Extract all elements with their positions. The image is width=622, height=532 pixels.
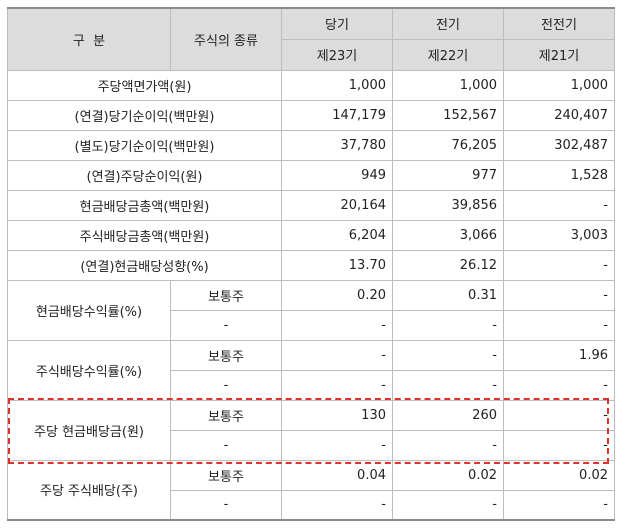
table-row: 주당액면가액(원) 1,000 1,000 1,000	[7, 69, 615, 101]
row-label: 주식배당금총액(백만원)	[7, 219, 282, 251]
table-row: 주식배당금총액(백만원) 6,204 3,066 3,003	[7, 219, 615, 251]
row-label: 주당액면가액(원)	[7, 69, 282, 101]
cell-value: 0.04	[281, 459, 393, 491]
table-row: 주당 주식배당(주) 보통주 0.04 0.02 0.02	[7, 459, 615, 521]
header-period-prior: 전기	[392, 7, 504, 40]
cell-value: -	[281, 429, 393, 461]
cell-value: -	[281, 489, 393, 521]
cell-value: -	[503, 489, 615, 521]
group-label: 주당 현금배당금(원)	[7, 399, 171, 461]
cell-value: 0.20	[281, 279, 393, 311]
table-row: 현금배당금총액(백만원) 20,164 39,856-	[7, 189, 615, 221]
cell-value: 3,066	[392, 219, 504, 251]
stock-type-cell: -	[170, 369, 282, 401]
cell-value: -	[503, 309, 615, 341]
cell-value: -	[281, 309, 393, 341]
cell-value: -	[503, 369, 615, 401]
group-label: 주식배당수익률(%)	[7, 339, 171, 401]
header-term-prior2: 제21기	[503, 38, 615, 71]
cell-value: 37,780	[281, 129, 393, 161]
cell-value: 1,000	[392, 69, 504, 101]
cell-value: -	[392, 369, 504, 401]
cell-value: 152,567	[392, 99, 504, 131]
group-label: 주당 주식배당(주)	[7, 459, 171, 521]
cell-value: 949	[281, 159, 393, 191]
table-row: (연결)주당순이익(원) 949 977 1,528	[7, 159, 615, 191]
table-row: (별도)당기순이익(백만원) 37,780 76,205 302,487	[7, 129, 615, 161]
cell-value: 1.96	[503, 339, 615, 371]
cell-value: 76,205	[392, 129, 504, 161]
cell-value: 260	[392, 399, 504, 431]
stock-type-cell: 보통주	[170, 399, 282, 431]
cell-value: -	[392, 309, 504, 341]
row-label: (연결)주당순이익(원)	[7, 159, 282, 191]
cell-value: -	[503, 429, 615, 461]
group-label: 현금배당수익률(%)	[7, 279, 171, 341]
row-label: (별도)당기순이익(백만원)	[7, 129, 282, 161]
cell-value: 39,856	[392, 189, 504, 221]
cell-value: 20,164	[281, 189, 393, 221]
header-period-current: 당기	[281, 7, 393, 40]
table-body: 주당액면가액(원) 1,000 1,000 1,000 (연결)당기순이익(백만원) 14…	[7, 69, 615, 521]
cell-value: 3,003	[503, 219, 615, 251]
cell-value: 0.02	[392, 459, 504, 491]
cell-value: 130	[281, 399, 393, 431]
row-label: 현금배당금총액(백만원)	[7, 189, 282, 221]
cell-value: 302,487	[503, 129, 615, 161]
cell-value: 240,407	[503, 99, 615, 131]
cell-value: -	[503, 249, 615, 281]
cell-value: -	[392, 339, 504, 371]
cell-value: 0.02	[503, 459, 615, 491]
stock-type-cell: -	[170, 429, 282, 461]
stock-type-cell: 보통주	[170, 339, 282, 371]
cell-value: 0.31	[392, 279, 504, 311]
header-category: 구 분	[7, 7, 171, 71]
cell-value: 13.70	[281, 249, 393, 281]
cell-value: 1,000	[281, 69, 393, 101]
table-row: (연결)현금배당성향(%) 13.70 26.12-	[7, 249, 615, 281]
stock-type-cell: 보통주	[170, 459, 282, 491]
cell-value: -	[281, 339, 393, 371]
cell-value: 977	[392, 159, 504, 191]
table-row: 주당 현금배당금(원) 보통주 130 260-	[7, 399, 615, 461]
table-row: ----	[8, 429, 615, 461]
row-label: (연결)당기순이익(백만원)	[7, 99, 282, 131]
cell-value: 1,000	[503, 69, 615, 101]
cell-value: -	[281, 369, 393, 401]
table-header: 구 분 주식의 종류 당기 전기 전전기 제23기 제22기 제21기	[7, 7, 615, 71]
stock-type-cell: -	[170, 489, 282, 521]
cell-value: 147,179	[281, 99, 393, 131]
cell-value: -	[392, 489, 504, 521]
stock-type-cell: 보통주	[170, 279, 282, 311]
header-period-prior2: 전전기	[503, 7, 615, 40]
table-row: ----	[8, 489, 615, 521]
header-term-prior: 제22기	[392, 38, 504, 71]
table-row: (연결)당기순이익(백만원) 147,179 152,567 240,407	[7, 99, 615, 131]
header-term-current: 제23기	[281, 38, 393, 71]
cell-value: 26.12	[392, 249, 504, 281]
table-row: ----	[8, 309, 615, 341]
cell-value: -	[503, 399, 615, 431]
row-label: (연결)현금배당성향(%)	[7, 249, 282, 281]
cell-value: -	[503, 279, 615, 311]
table-row: 현금배당수익률(%) 보통주 0.20 0.31-	[7, 279, 615, 341]
cell-value: -	[503, 189, 615, 221]
cell-value: 6,204	[281, 219, 393, 251]
cell-value: -	[392, 429, 504, 461]
dividend-table: 구 분 주식의 종류 당기 전기 전전기 제23기 제22기 제21기 주당액면…	[7, 7, 615, 521]
table-row: 주식배당수익률(%) 보통주 - -1.96	[7, 339, 615, 401]
stock-type-cell: -	[170, 309, 282, 341]
cell-value: 1,528	[503, 159, 615, 191]
header-stock-type: 주식의 종류	[170, 7, 282, 71]
